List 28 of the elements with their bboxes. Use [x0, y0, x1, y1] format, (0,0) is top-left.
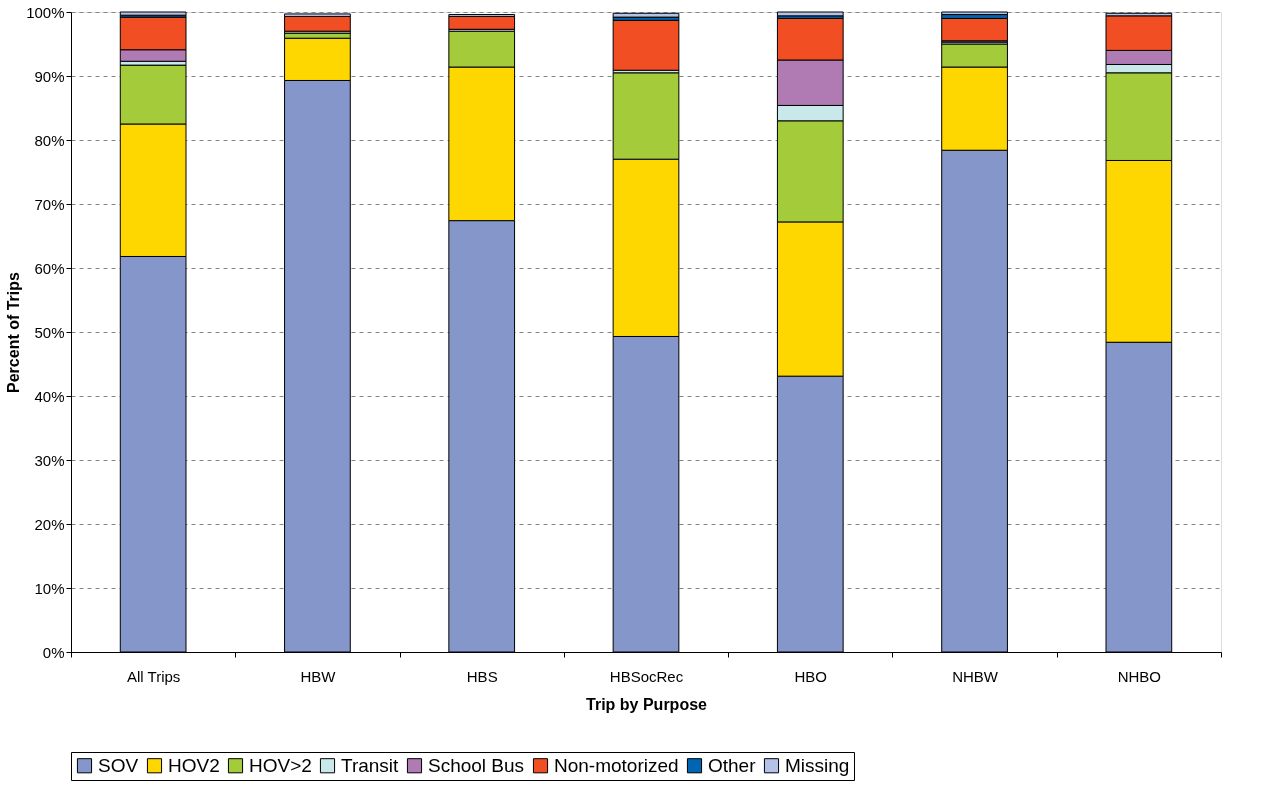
y-tick-label: 40%	[34, 387, 65, 405]
y-tick-label: 90%	[34, 67, 65, 85]
x-tick-label: All Trips	[126, 667, 181, 685]
legend-label: School Bus	[428, 754, 525, 776]
legend-label: Missing	[785, 754, 850, 776]
x-tick-label: NHBO	[1117, 667, 1162, 685]
legend-label: SOV	[98, 754, 139, 776]
legend-label: Non-motorized	[554, 754, 679, 776]
x-tick-label: HBSocRec	[609, 667, 684, 685]
legend-label: HOV2	[168, 754, 220, 776]
y-tick-label: 30%	[34, 451, 65, 469]
y-tick-label: 70%	[34, 195, 65, 213]
x-tick-label: HBS	[466, 667, 498, 685]
y-tick-label: 60%	[34, 259, 65, 277]
x-tick-label: HBO	[794, 667, 828, 685]
y-tick-label: 80%	[34, 131, 65, 149]
y-axis-title: Percent of Trips	[5, 271, 23, 393]
y-tick-label: 0%	[42, 643, 65, 661]
legend-label: HOV>2	[249, 754, 312, 776]
y-tick-label: 10%	[34, 579, 65, 597]
y-tick-label: 100%	[26, 3, 65, 21]
legend-label: Other	[708, 754, 757, 776]
x-tick-label: NHBW	[952, 667, 999, 685]
x-axis-title: Trip by Purpose	[586, 695, 708, 713]
legend-label: Transit	[341, 754, 400, 776]
y-tick-label: 50%	[34, 323, 65, 341]
y-tick-label: 20%	[34, 515, 65, 533]
x-tick-label: HBW	[300, 667, 337, 685]
